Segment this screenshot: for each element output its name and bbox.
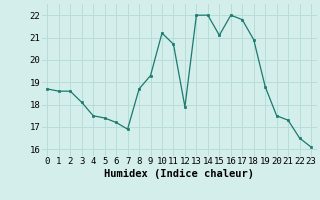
X-axis label: Humidex (Indice chaleur): Humidex (Indice chaleur) — [104, 169, 254, 179]
